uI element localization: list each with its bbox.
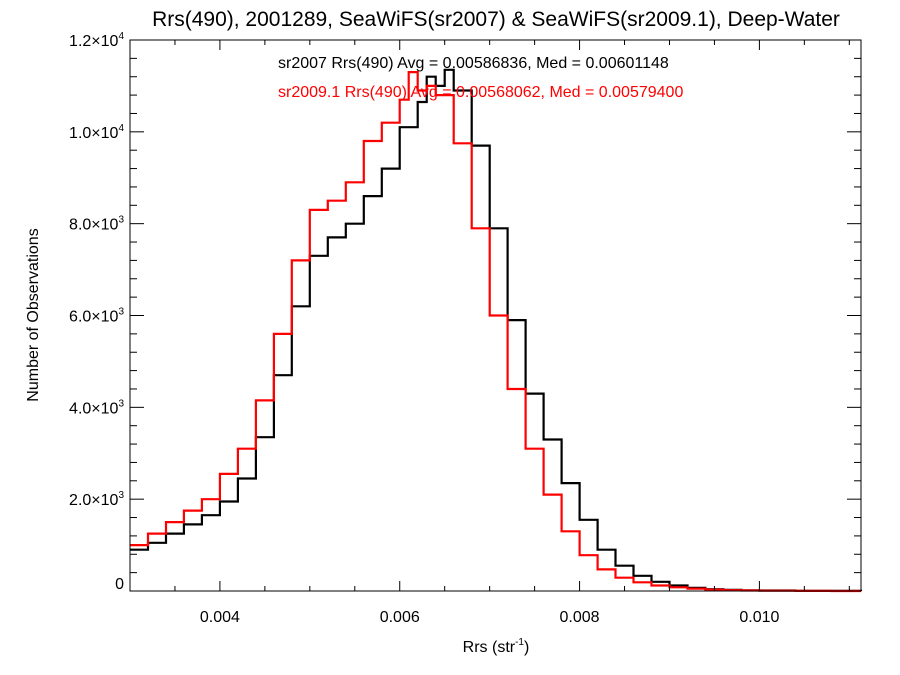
stats-annotation-sr2007: sr2007 Rrs(490) Avg = 0.00586836, Med = …	[278, 55, 669, 72]
x-axis-label-end: )	[524, 639, 529, 656]
stats-annotation-sr2009: sr2009.1 Rrs(490) Avg = 0.00568062, Med …	[278, 84, 683, 101]
series-line-0	[130, 68, 863, 592]
x-tick-label: 0.006	[380, 609, 420, 626]
x-tick-label: 0.008	[560, 609, 600, 626]
y-axis-label: Number of Observations	[25, 228, 42, 401]
x-axis-label-main: Rrs (str	[463, 639, 516, 656]
y-ticks: 0 2.0×103 4.0×103 6.0×103 8.0×103 1.0×104 1.2×…	[69, 31, 861, 593]
y-tick-label: 1.2×104	[69, 31, 124, 50]
y-tick-label: 6.0×103	[69, 307, 124, 326]
x-tick-label: 0.010	[739, 609, 779, 626]
series-line-1	[130, 71, 861, 593]
x-ticks: 0.004 0.006 0.008 0.010	[129, 40, 850, 626]
y-tick-label: 8.0×103	[69, 215, 124, 234]
y-tick-label: 2.0×103	[69, 490, 124, 509]
series-layer	[130, 68, 863, 593]
x-tick-label: 0.004	[200, 609, 240, 626]
y-tick-label: 1.0×104	[69, 123, 124, 142]
x-axis-label: Rrs (str-1)	[463, 637, 530, 656]
chart-title: Rrs(490), 2001289, SeaWiFS(sr2007) & Sea…	[152, 8, 840, 31]
y-tick-label: 0	[115, 576, 124, 593]
y-tick-label: 4.0×103	[69, 398, 124, 417]
x-axis-label-sup: -1	[515, 637, 524, 648]
